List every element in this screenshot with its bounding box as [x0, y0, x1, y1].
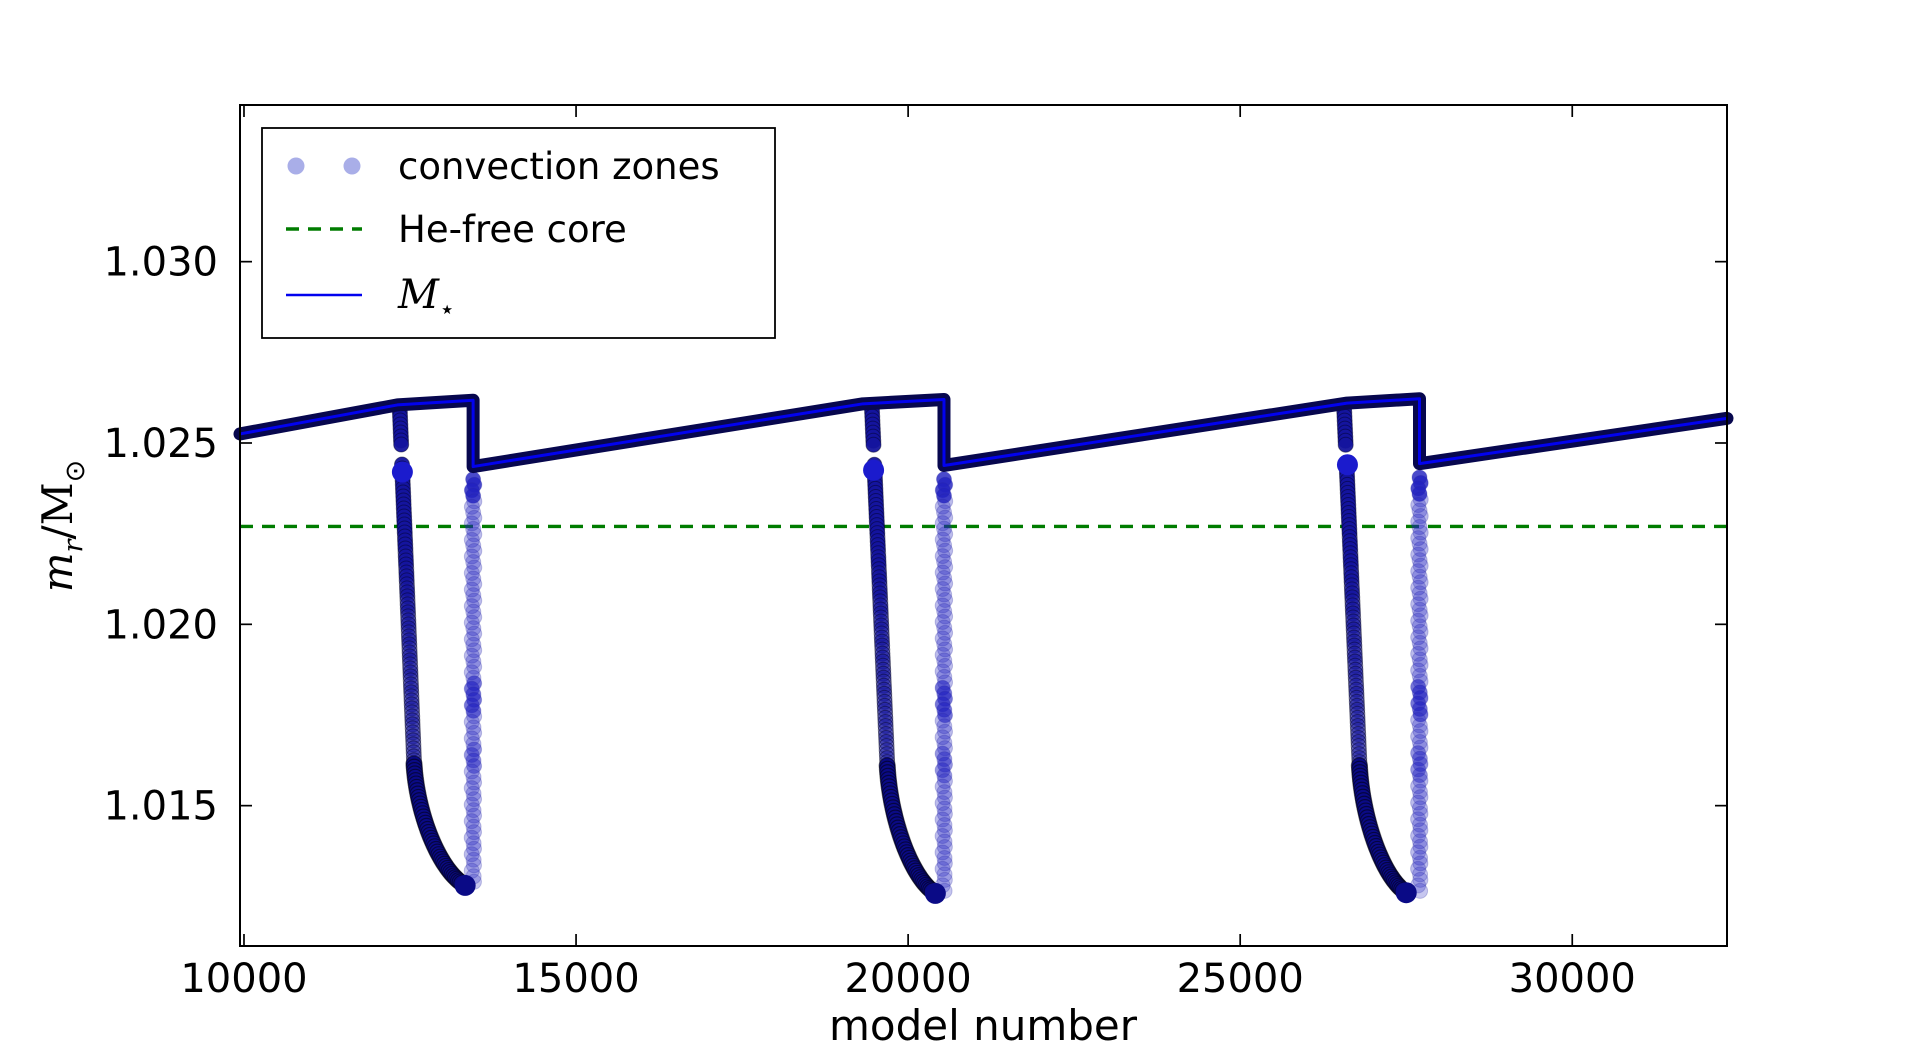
legend: convection zones He-free core M⋆ [261, 127, 776, 339]
legend-label-mstar: M⋆ [397, 272, 455, 325]
y-label-sub-r: r [58, 537, 89, 552]
mstar-line [233, 392, 1734, 474]
legend-mstar-main: M [397, 272, 440, 318]
convection-zones-scatter [391, 400, 1429, 904]
x-tick-label: 10000 [180, 956, 307, 1002]
y-axis-label: mr/M⊙ [33, 460, 91, 593]
x-tick-label: 25000 [1177, 956, 1304, 1002]
y-tick-label: 1.030 [103, 240, 218, 286]
legend-scatter-dot-icon [287, 157, 305, 175]
y-tick-label: 1.025 [103, 421, 218, 467]
y-label-m: m [33, 552, 82, 592]
x-axis-label: model number [829, 1001, 1138, 1050]
legend-label-convection-zones: convection zones [398, 145, 720, 188]
y-tick-label: 1.015 [103, 784, 218, 830]
y-axis-ticks: 1.015 1.020 1.025 1.030 [103, 240, 1727, 830]
legend-mstar-sub-star-icon: ⋆ [439, 295, 455, 325]
y-tick-label: 1.020 [103, 602, 218, 648]
x-tick-label: 20000 [844, 956, 971, 1002]
y-label-sun-icon: ⊙ [60, 460, 91, 483]
x-tick-label: 15000 [512, 956, 639, 1002]
legend-scatter-dot-icon [343, 157, 361, 175]
x-axis-ticks: 10000 15000 20000 25000 30000 [180, 105, 1636, 1002]
y-label-slash-m: /M [33, 482, 82, 539]
x-tick-label: 30000 [1509, 956, 1636, 1002]
plot-frame [239, 104, 1728, 947]
legend-label-he-free-core: He-free core [398, 208, 627, 251]
